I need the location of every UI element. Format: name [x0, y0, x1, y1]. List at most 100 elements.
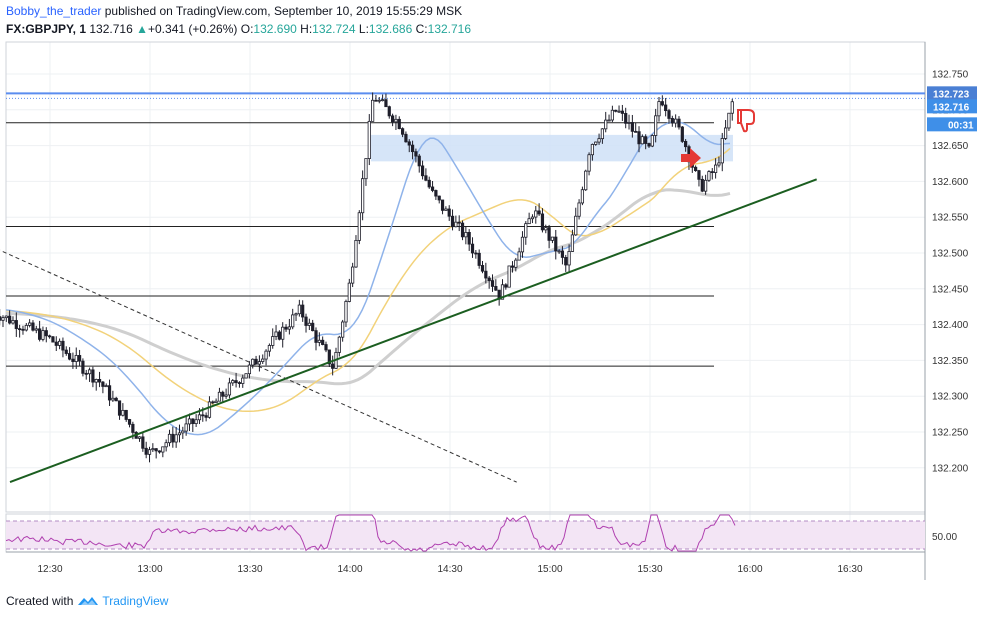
candle-body — [410, 144, 415, 153]
candle-body — [580, 189, 585, 204]
candle-body — [214, 400, 218, 403]
candle-body — [657, 101, 661, 117]
candle-body — [417, 155, 421, 167]
candle-body — [137, 436, 142, 439]
candle-body — [660, 101, 664, 106]
thumbs-down-icon — [737, 109, 755, 133]
support-trendline[interactable] — [9, 178, 818, 484]
candle-body — [8, 315, 12, 324]
horizontal-levels[interactable] — [6, 92, 925, 367]
price-badge-label: 132.723 — [933, 89, 970, 100]
rsi-axis: 50.00 — [932, 532, 957, 543]
high-label: H: — [300, 22, 313, 36]
candle-body — [714, 164, 718, 174]
candle-body — [204, 415, 208, 418]
candle-body — [710, 171, 714, 174]
candle-body — [187, 418, 192, 425]
low-label: L: — [358, 22, 369, 36]
candle-body — [424, 175, 428, 181]
candle-body — [610, 109, 614, 121]
candle-body — [141, 436, 145, 449]
candle-body — [104, 385, 108, 388]
candle-body — [181, 430, 185, 434]
candle-body — [81, 360, 85, 374]
time-tick-label: 16:00 — [737, 564, 762, 575]
price-axis[interactable]: 132.750132.700132.650132.600132.550132.5… — [927, 70, 977, 475]
time-tick-label: 15:00 — [537, 564, 562, 575]
candle-body — [420, 165, 425, 177]
candle-body — [327, 349, 331, 365]
resistance-zone[interactable] — [371, 134, 733, 162]
candle-body — [684, 141, 688, 148]
candle-body — [590, 144, 595, 156]
candle-body — [18, 328, 22, 331]
candle-body — [637, 131, 641, 145]
candle-body — [504, 284, 508, 288]
candle-body — [640, 136, 644, 145]
candle-body — [1, 317, 5, 321]
candle-body — [594, 141, 598, 145]
candle-body — [0, 316, 2, 321]
candle-body — [400, 128, 405, 135]
time-axis[interactable]: 12:30 13:00 13:30 14:00 14:30 15:00 15:30 16:00… — [37, 564, 862, 575]
candle-body — [537, 210, 541, 215]
candle-body — [361, 178, 365, 214]
time-tick-label: 13:00 — [137, 564, 162, 575]
close-value: 132.716 — [427, 22, 472, 36]
rsi-band — [6, 521, 925, 549]
candle-body — [627, 122, 631, 124]
candle-body — [480, 265, 485, 272]
candle-body — [174, 434, 178, 443]
candle-body — [294, 313, 298, 316]
candle-body — [14, 320, 18, 330]
candle-body — [97, 378, 102, 383]
price-tick-label: 132.250 — [932, 428, 969, 439]
time-tick-label: 12:30 — [37, 564, 62, 575]
tradingview-link[interactable]: TradingView — [102, 594, 169, 608]
price-tick-label: 132.400 — [932, 320, 969, 331]
price-tick-label: 132.650 — [932, 141, 969, 152]
candle-body — [74, 355, 78, 362]
candle-body — [717, 162, 721, 166]
candle-body — [101, 381, 105, 387]
time-tick-label: 14:00 — [337, 564, 362, 575]
candle-body — [274, 331, 278, 337]
candle-body — [694, 166, 698, 171]
candle-body — [241, 377, 245, 384]
candle-body — [557, 250, 561, 253]
candle-body — [177, 432, 182, 436]
candle-body — [347, 282, 351, 302]
candle-body — [244, 373, 248, 379]
candle-body — [124, 409, 128, 420]
candle-body — [257, 361, 262, 365]
candle-body — [58, 340, 62, 346]
candle-body — [430, 186, 435, 191]
candle-body — [38, 328, 42, 340]
candle-body — [207, 401, 212, 418]
candle-body — [301, 304, 305, 318]
candle-body — [261, 358, 265, 362]
price-badge-label: 132.716 — [933, 102, 970, 113]
candle-body — [404, 133, 408, 143]
grid — [6, 42, 925, 552]
candle-body — [677, 118, 681, 128]
candle-body — [287, 326, 291, 330]
candle-body — [344, 301, 348, 323]
candle-body — [544, 227, 548, 231]
created-with-text: Created with — [6, 594, 74, 608]
price-tick-label: 132.600 — [932, 177, 969, 188]
published-text: published on TradingView.com, September … — [104, 4, 463, 18]
candle-body — [191, 418, 195, 425]
moving-averages — [5, 121, 731, 436]
author-link[interactable]: Bobby_the_trader — [6, 4, 102, 18]
candle-body — [644, 136, 648, 144]
candle-body — [540, 213, 545, 231]
candle-body — [407, 141, 411, 146]
candle-body — [460, 222, 465, 238]
candle-body — [680, 126, 684, 142]
candle-body — [664, 104, 668, 112]
candle-body — [550, 236, 555, 241]
time-tick-label: 13:30 — [237, 564, 262, 575]
candle-body — [164, 442, 168, 448]
